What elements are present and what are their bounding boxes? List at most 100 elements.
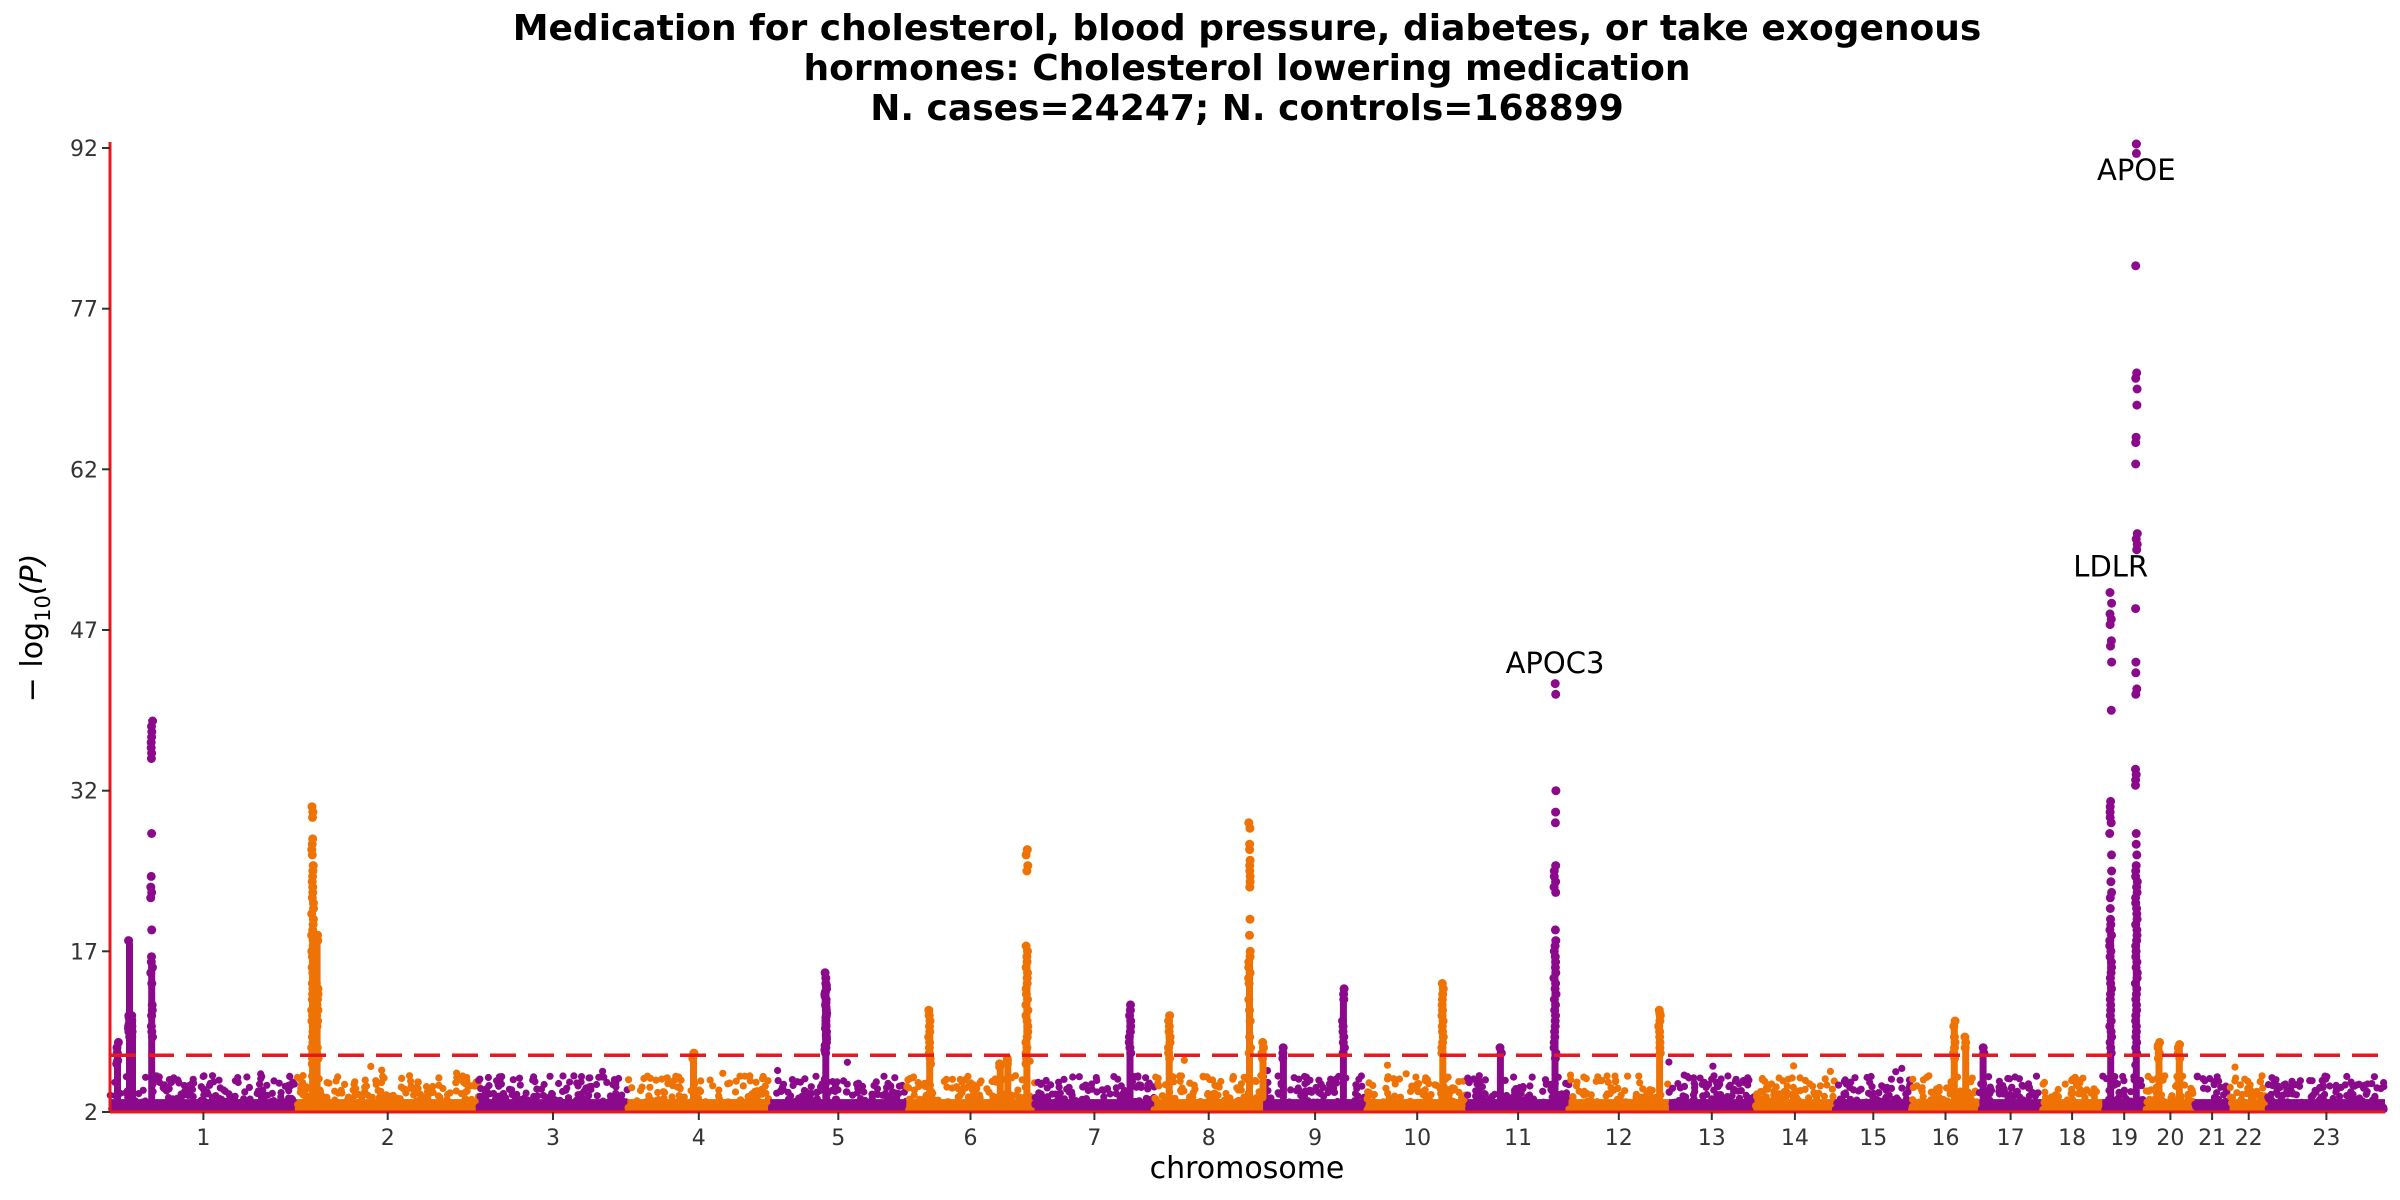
variant-point	[744, 1093, 752, 1101]
variant-point	[911, 1102, 919, 1110]
peak-point	[1245, 1005, 1254, 1015]
variant-point	[2248, 1095, 2256, 1103]
variant-point	[1274, 1072, 1282, 1080]
variant-point	[1333, 1097, 1342, 1106]
variant-point	[863, 1101, 871, 1109]
variant-point	[371, 1103, 379, 1111]
variant-point	[942, 1075, 951, 1083]
variant-point	[2318, 1098, 2326, 1106]
peak-point	[2131, 261, 2141, 271]
variant-point	[605, 1103, 613, 1111]
variant-point	[461, 1078, 469, 1086]
variant-point	[636, 1104, 644, 1113]
variant-point	[903, 1083, 911, 1091]
peak-point	[2131, 780, 2140, 790]
variant-point	[1530, 1095, 1538, 1103]
variant-point	[873, 1085, 882, 1093]
variant-point	[1665, 1058, 1673, 1066]
variant-point	[880, 1072, 888, 1080]
variant-point	[1308, 1088, 1316, 1096]
variant-point	[1526, 1082, 1534, 1090]
peak-point	[1278, 1053, 1288, 1063]
x-tick-label-chr-22: 22	[2235, 1126, 2263, 1151]
variant-point	[166, 1095, 175, 1103]
variant-point	[200, 1097, 208, 1105]
variant-point	[1884, 1092, 1892, 1100]
variant-point	[586, 1099, 595, 1107]
variant-point	[660, 1094, 668, 1102]
variant-point	[1142, 1094, 1150, 1102]
y-tick-label: 47	[70, 619, 98, 644]
variant-point	[1899, 1104, 1907, 1112]
variant-point	[1092, 1074, 1100, 1082]
variant-point	[1823, 1081, 1831, 1089]
variant-point	[587, 1085, 595, 1094]
variant-point	[1893, 1094, 1901, 1102]
variant-point	[1063, 1085, 1071, 1093]
peak-chr7-12	[1124, 1000, 1136, 1102]
variant-point	[1145, 1079, 1153, 1087]
peak-point	[2106, 641, 2115, 651]
variant-point	[204, 1104, 212, 1112]
variant-point	[216, 1084, 224, 1092]
variant-point	[574, 1091, 582, 1099]
variant-point	[764, 1077, 772, 1085]
x-tick-label-chr-20: 20	[2156, 1126, 2184, 1151]
variant-point	[2244, 1084, 2252, 1092]
x-tick-label-chr-15: 15	[1859, 1126, 1887, 1151]
variant-point	[669, 1097, 677, 1105]
variant-point	[1472, 1092, 1480, 1100]
variant-point	[1730, 1085, 1738, 1094]
variant-point	[285, 1087, 293, 1095]
variant-point	[1523, 1094, 1531, 1102]
variant-point	[263, 1091, 272, 1099]
variant-point	[1927, 1096, 1935, 1104]
variant-point	[1665, 1088, 1673, 1096]
variant-point	[1402, 1102, 1410, 1110]
variant-point	[1603, 1072, 1611, 1080]
variant-point	[1325, 1085, 1333, 1093]
variant-point	[706, 1076, 714, 1084]
variant-point	[1624, 1072, 1632, 1080]
variant-point	[597, 1103, 605, 1111]
x-tick-label-chr-4: 4	[692, 1126, 706, 1151]
variant-point	[2279, 1100, 2287, 1108]
x-tick-label-chr-1: 1	[196, 1126, 210, 1151]
variant-point	[2119, 1072, 2127, 1081]
variant-point	[1873, 1102, 1881, 1110]
variant-point	[1402, 1070, 1410, 1078]
variant-point	[715, 1086, 723, 1094]
variant-point	[1152, 1073, 1160, 1081]
variant-point	[1251, 1077, 1259, 1085]
variant-point	[1406, 1087, 1415, 1096]
variant-point	[802, 1087, 810, 1095]
variant-point	[1383, 1061, 1392, 1069]
peak-point	[308, 812, 317, 822]
variant-point	[559, 1072, 567, 1080]
x-tick-label-chr-12: 12	[1605, 1126, 1633, 1151]
variant-point	[1217, 1077, 1225, 1086]
variant-point	[1523, 1104, 1531, 1112]
peak-point	[307, 850, 317, 860]
variant-point	[537, 1085, 546, 1093]
peak-chr20-28	[2173, 1040, 2185, 1102]
variant-point	[546, 1072, 554, 1080]
variant-point	[1796, 1074, 1804, 1082]
y-axis-label-subscript: 10	[31, 595, 55, 622]
chromosome-22-points	[2226, 1063, 2271, 1114]
variant-point	[606, 1096, 615, 1104]
variant-point	[1579, 1090, 1587, 1098]
variant-point	[569, 1104, 577, 1112]
chromosome-19-points	[2099, 1061, 2150, 1114]
variant-point	[1959, 1099, 1967, 1107]
peak-chr16-23	[1960, 1032, 1971, 1102]
variant-point	[1539, 1087, 1547, 1095]
variant-point	[774, 1077, 782, 1085]
variant-point	[413, 1097, 421, 1105]
variant-point	[944, 1098, 952, 1106]
peak-point	[147, 979, 157, 988]
variant-point	[788, 1076, 797, 1084]
variant-point	[1563, 1094, 1571, 1102]
chromosome-15-points	[1831, 1064, 1915, 1114]
